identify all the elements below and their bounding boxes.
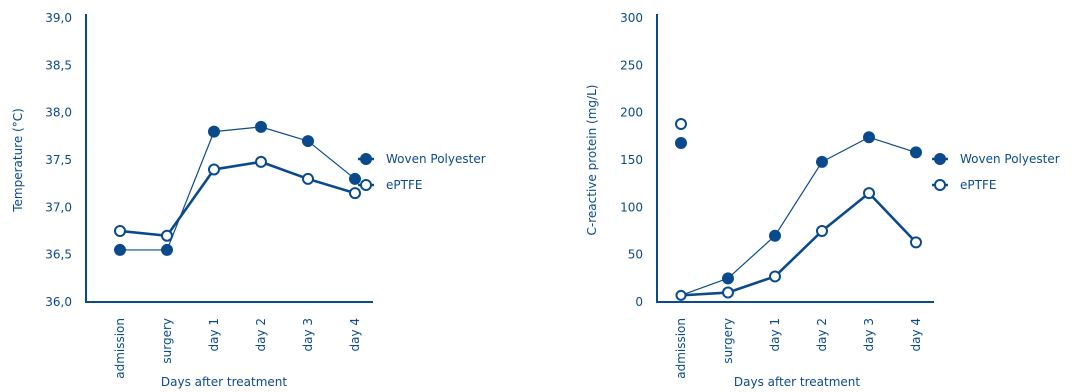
legend-marker [360,179,372,191]
data-point-woven-polyester [910,146,922,159]
line-start-marker [675,289,687,301]
data-point-eptfe [816,225,828,237]
data-point-eptfe [161,229,173,242]
data-point-woven-polyester [816,155,828,168]
x-tick-label: day 4 [909,318,923,352]
data-point-woven-polyester [208,125,220,138]
y-tick-label: 300 [620,11,643,25]
x-tick-label: admission [674,318,688,379]
chart-1: 36,0 36,5 37,0 37,5 38,0 38,5 39,0 admission sur… [11,11,486,389]
y-tick-label: 100 [620,200,643,214]
x-tick-label: surgery [721,318,735,364]
y-tick-label: 36,5 [45,248,72,262]
x-tick-label: day 4 [348,318,362,352]
data-point-eptfe [722,286,734,299]
y-tick-label: 36,0 [45,295,72,309]
x-tick-label: surgery [160,318,174,364]
data-point-woven-polyester [769,229,781,242]
x-tick-label: day 3 [301,318,315,352]
data-point-eptfe [863,187,875,200]
data-point-woven-polyester [349,172,361,185]
data-point-eptfe [208,163,220,176]
data-point-eptfe [769,270,781,283]
x-tick-label: day 1 [768,318,782,352]
y-tick-label: 50 [628,248,643,262]
y-tick-label: 38,0 [45,106,72,120]
y-axis-title: C-reactive protein (mg/L) [585,85,599,236]
data-point-eptfe [114,225,126,237]
y-tick-label: 37,5 [45,153,72,167]
data-point-woven-polyester [114,243,126,256]
x-axis-title: Days after treatment [161,375,287,389]
data-point-eptfe [349,187,361,200]
legend-label: ePTFE [960,178,996,192]
legend-marker [934,179,946,191]
data-point-eptfe [255,155,267,168]
y-tick-label: 150 [620,153,643,167]
legend-label: ePTFE [386,178,422,192]
legend-label: Woven Polyester [386,152,486,166]
data-point-eptfe [302,172,314,185]
data-point-woven-polyester [863,131,875,144]
y-tick-label: 0 [635,295,643,309]
x-tick-label: day 1 [207,318,221,352]
data-point-woven-polyester [302,135,314,148]
y-tick-label: 37,0 [45,200,72,214]
y-axis-title: Temperature (°C) [11,108,25,213]
series-line-woven-polyester [120,126,356,251]
y-tick-label: 200 [620,106,643,120]
data-point-eptfe [910,236,922,249]
x-tick-label: day 3 [862,318,876,352]
series-line-woven-polyester [680,136,917,296]
data-point-woven-polyester [255,120,267,133]
data-point-woven-polyester [675,136,687,149]
x-tick-label: admission [113,318,127,379]
x-tick-label: day 2 [815,318,829,352]
x-tick-label: day 2 [254,318,268,352]
series-line-eptfe [119,160,356,238]
data-point-eptfe [675,118,687,131]
data-point-woven-polyester [722,272,734,285]
chart-2: 0 50 100 150 200 250 300 admission surgery day 1 d… [585,11,1060,389]
legend-label: Woven Polyester [960,152,1060,166]
y-tick-label: 250 [620,58,643,72]
y-tick-label: 38,5 [45,58,72,72]
x-axis-title: Days after treatment [734,375,860,389]
legend-marker [934,153,946,165]
data-point-woven-polyester [161,243,173,256]
y-tick-label: 39,0 [45,11,72,25]
series-line-eptfe [680,191,917,297]
legend-marker [360,153,372,165]
